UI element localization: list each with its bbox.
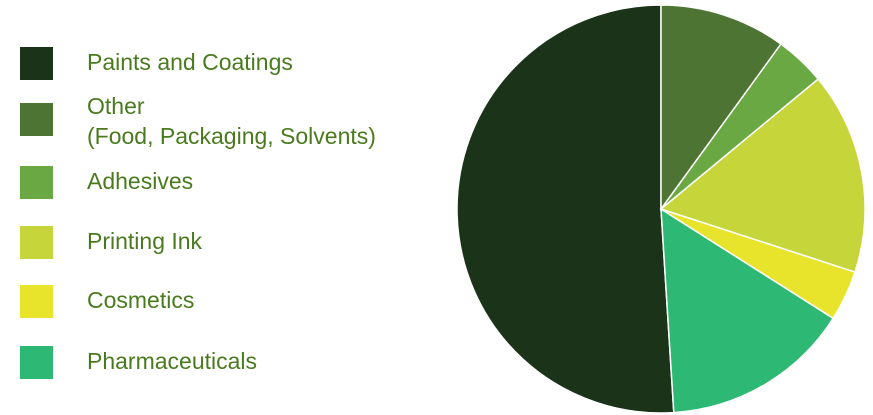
legend-label-text: Paints and Coatings xyxy=(87,49,293,75)
legend-swatch xyxy=(20,103,53,136)
legend-label: Pharmaceuticals xyxy=(87,346,257,376)
legend-label-text: Pharmaceuticals xyxy=(87,348,258,374)
legend-swatch xyxy=(20,47,53,80)
legend-label: Adhesives xyxy=(87,166,193,196)
legend-label: Cosmetics xyxy=(87,285,194,315)
pie-slice-pharmaceuticals xyxy=(660,207,835,414)
legend-item-cosmetics: Cosmetics xyxy=(20,285,194,318)
legend-label: Printing Ink xyxy=(87,226,202,256)
legend-label-text: Other xyxy=(87,93,145,119)
pie-chart xyxy=(456,4,866,414)
pie-slice-other xyxy=(660,4,782,212)
legend: Paints and Coatings Other (Food, Packagi… xyxy=(20,47,376,379)
legend-label: Other (Food, Packaging, Solvents) xyxy=(87,91,376,151)
legend-item-pharmaceuticals: Pharmaceuticals xyxy=(20,346,257,379)
legend-label-text: Adhesives xyxy=(87,168,194,194)
legend-sublabel-text: (Food, Packaging, Solvents) xyxy=(87,123,376,149)
legend-swatch xyxy=(20,166,53,199)
pie-slice-paints-and-coatings xyxy=(456,4,675,414)
legend-label-text: Printing Ink xyxy=(87,228,203,254)
legend-swatch xyxy=(20,346,53,379)
legend-item-other: Other (Food, Packaging, Solvents) xyxy=(20,93,376,151)
legend-item-printing-ink: Printing Ink xyxy=(20,226,202,259)
legend-item-adhesives: Adhesives xyxy=(20,166,193,199)
legend-swatch xyxy=(20,285,53,318)
pie-slice-printing-ink xyxy=(659,77,866,273)
legend-label-text: Cosmetics xyxy=(87,287,195,313)
legend-item-paints-coatings: Paints and Coatings xyxy=(20,47,293,80)
legend-swatch xyxy=(20,226,53,259)
legend-label: Paints and Coatings xyxy=(87,47,293,77)
